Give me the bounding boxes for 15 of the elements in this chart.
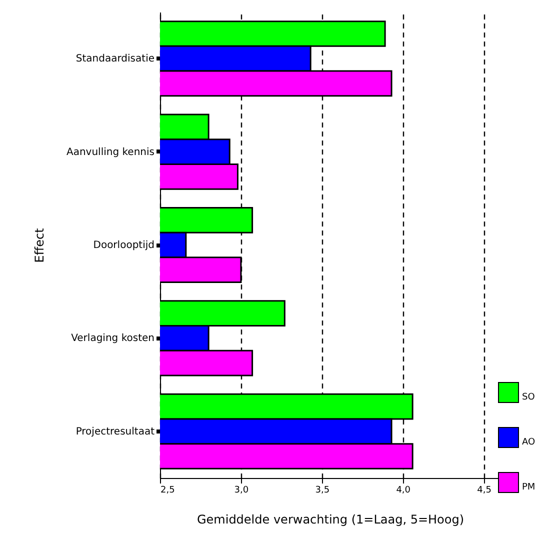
y-axis-title: Effect xyxy=(32,228,46,263)
x-axis-title: Gemiddelde verwachting (1=Laag, 5=Hoog) xyxy=(196,512,464,526)
legend-label: SO xyxy=(522,392,535,402)
y-tick-label: Standaardisatie xyxy=(76,54,154,65)
legend-label: PM xyxy=(522,482,536,492)
legend-label: AO xyxy=(522,438,536,448)
x-tick-label: 4,5 xyxy=(477,486,492,496)
x-tick-label: 3,0 xyxy=(234,486,249,496)
x-tick-label: 4,0 xyxy=(396,486,411,496)
y-tick-label: Aanvulling kennis xyxy=(66,146,154,158)
x-tick-label: 3,5 xyxy=(315,486,330,496)
y-tick-label: Projectresultaat xyxy=(76,426,155,438)
y-tick-label: Verlaging kosten xyxy=(71,333,154,344)
y-tick-label: Doorlooptijd xyxy=(93,240,154,251)
x-tick-label: 2,5 xyxy=(160,486,175,496)
